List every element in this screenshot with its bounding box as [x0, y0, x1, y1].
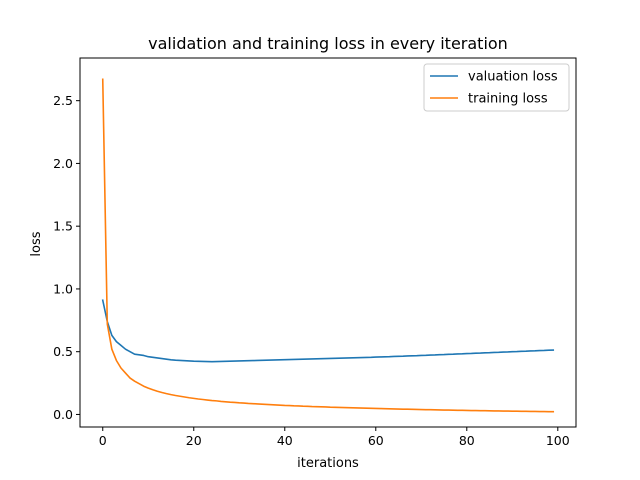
- y-tick-label-3: 1.5: [53, 219, 73, 234]
- x-axis: 0 20 40 60 80 100: [99, 427, 570, 448]
- y-tick-label-5: 2.5: [53, 93, 73, 108]
- x-tick-label-3: 60: [368, 433, 384, 448]
- x-tick-label-2: 40: [277, 433, 293, 448]
- y-tick-label-2: 1.0: [53, 281, 73, 296]
- legend-label-0: valuation loss: [468, 70, 558, 85]
- chart-title: validation and training loss in every it…: [148, 34, 508, 53]
- x-tick-label-5: 100: [546, 433, 570, 448]
- plot-area: [79, 57, 577, 428]
- legend-label-1: training loss: [468, 92, 548, 107]
- series-line-0: [101, 299, 555, 363]
- y-axis-label: loss: [29, 231, 44, 256]
- y-axis: 0.0 0.5 1.0 1.5 2.0 2.5: [53, 93, 80, 422]
- series-line-1: [101, 78, 555, 413]
- y-tick-label-1: 0.5: [53, 344, 73, 359]
- y-tick-label-4: 2.0: [53, 156, 73, 171]
- legend: valuation loss training loss: [423, 63, 570, 112]
- x-axis-label: iterations: [297, 456, 359, 471]
- x-tick-label-1: 20: [186, 433, 202, 448]
- plot-frame: [79, 57, 577, 428]
- y-tick-label-0: 0.0: [53, 407, 73, 422]
- x-tick-label-0: 0: [99, 433, 107, 448]
- legend-box: [423, 63, 570, 112]
- x-tick-label-4: 80: [459, 433, 475, 448]
